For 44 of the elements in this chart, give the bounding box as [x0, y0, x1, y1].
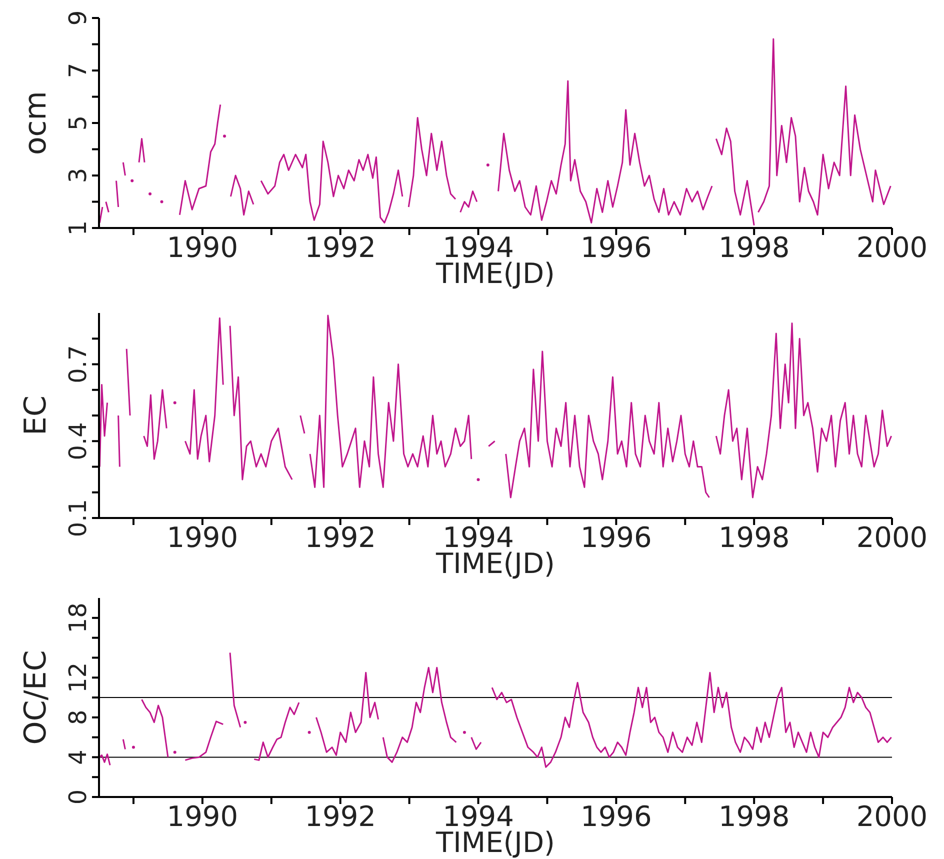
point [130, 179, 134, 182]
x-tick-label: 1990 [166, 800, 238, 833]
point [486, 164, 490, 166]
y-tick-label: 0.7 [64, 345, 92, 384]
y-axis-title: OC/EC [18, 650, 54, 745]
x-axis-title: TIME(JD) [435, 547, 555, 580]
y-tick-label: 0.1 [64, 498, 92, 538]
y-tick-label: 18 [64, 602, 92, 634]
x-tick-label: 1998 [718, 800, 790, 833]
y-axis-title: EC [18, 396, 54, 436]
point [173, 750, 176, 754]
x-tick-label: 1990 [166, 520, 238, 554]
y-tick-label: 1 [64, 220, 92, 236]
point [148, 192, 152, 196]
x-tick-label: 1996 [580, 800, 652, 833]
y-tick-label: 12 [64, 662, 92, 693]
point [223, 134, 226, 138]
y-axis-title: ocm [18, 90, 54, 156]
x-tick-label: 1992 [304, 520, 376, 554]
y-tick-label: 9 [64, 10, 92, 26]
x-tick-label: 2000 [856, 520, 928, 554]
y-tick-label: 5 [64, 115, 92, 131]
x-tick-label: 1998 [718, 230, 790, 264]
y-tick-label: 7 [64, 62, 92, 78]
x-tick-label: 1992 [304, 800, 376, 833]
x-axis-title: TIME(JD) [435, 257, 555, 290]
point [462, 730, 466, 734]
point [160, 200, 164, 204]
x-axis-title: TIME(JD) [435, 826, 555, 859]
x-tick-label: 1996 [580, 520, 652, 554]
x-tick-label: 2000 [856, 800, 928, 833]
x-tick-label: 1992 [304, 230, 376, 264]
y-tick-label: 4 [64, 750, 92, 765]
point [244, 720, 247, 724]
point [132, 746, 135, 749]
x-tick-label: 1998 [718, 520, 790, 554]
point [308, 730, 311, 734]
x-tick-label: 2000 [856, 230, 928, 264]
y-tick-label: 3 [64, 168, 92, 184]
y-tick-label: 8 [64, 710, 92, 726]
x-tick-label: 1990 [166, 230, 238, 264]
y-tick-label: 0 [64, 789, 92, 805]
x-tick-label: 1996 [580, 230, 652, 264]
y-tick-label: 0.4 [64, 422, 92, 460]
